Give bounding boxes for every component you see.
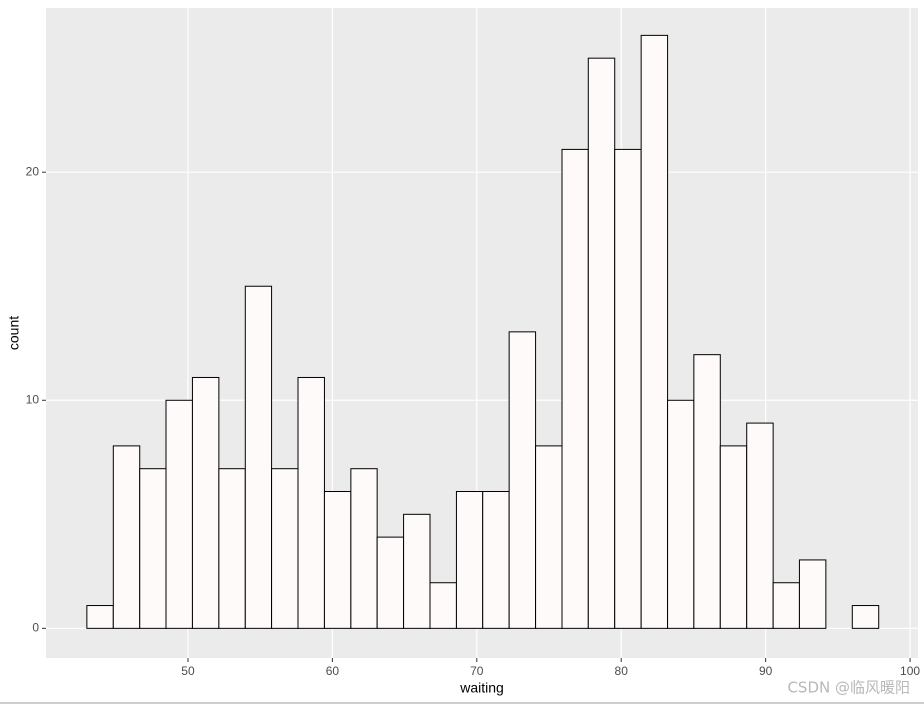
bar [191, 376, 220, 629]
bar [244, 285, 273, 629]
bar [350, 468, 378, 629]
x-tick-label: 50 [181, 664, 195, 678]
bar [667, 399, 695, 629]
x-tick-label: 60 [326, 664, 340, 678]
y-axis-title: count [6, 316, 22, 350]
bar [376, 536, 405, 629]
bar [86, 605, 114, 629]
bar [640, 34, 669, 629]
bar [323, 491, 352, 629]
x-tick-label: 90 [759, 664, 773, 678]
bar [218, 468, 246, 629]
bar [297, 376, 325, 629]
bar [482, 491, 510, 629]
y-tick-label: 10 [26, 392, 40, 406]
x-axis-title: waiting [459, 680, 504, 696]
bar [403, 513, 431, 629]
x-tick-label: 80 [615, 664, 629, 678]
y-tick-label: 20 [26, 164, 40, 178]
bar [271, 468, 299, 629]
y-tick-label: 0 [32, 621, 39, 635]
x-tick-label: 100 [900, 664, 920, 678]
x-tick-label: 70 [470, 664, 484, 678]
bar [719, 445, 748, 629]
bar [455, 491, 484, 629]
bar [165, 399, 193, 629]
bar [772, 582, 800, 629]
bar [561, 148, 589, 629]
bar [535, 445, 563, 629]
bar [614, 148, 642, 629]
bar [693, 354, 721, 629]
bar [112, 445, 141, 629]
bar [508, 331, 537, 629]
bar [851, 605, 880, 629]
bar [798, 559, 827, 629]
bar [746, 422, 774, 629]
watermark: CSDN @临风暖阳 [787, 679, 910, 697]
bar [587, 57, 616, 629]
bar [139, 468, 167, 629]
bar [429, 582, 457, 629]
